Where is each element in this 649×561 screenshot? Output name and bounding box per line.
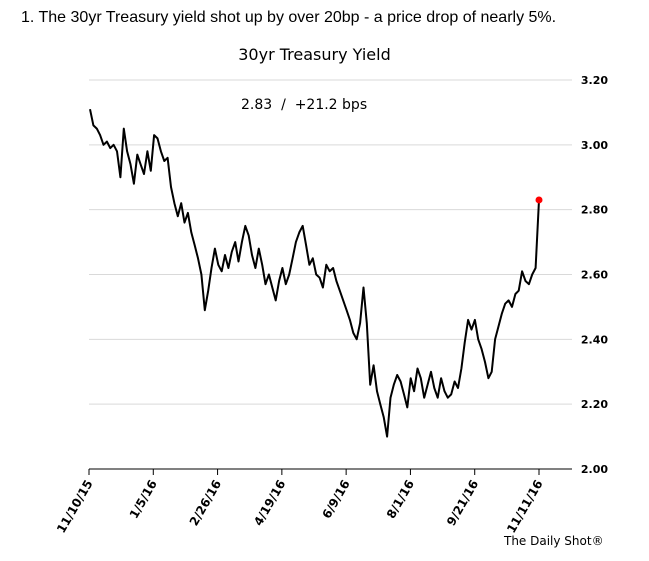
credit-label: The Daily Shot® [504,534,604,548]
x-tick-label: 8/1/16 [384,478,417,522]
y-tick-label: 3.00 [581,139,608,152]
yield-annotation: 2.83 / +21.2 bps [241,97,368,113]
headline: 1. The 30yr Treasury yield shot up by ov… [21,9,557,26]
x-tick-label: 11/10/15 [54,478,96,536]
y-tick-label: 2.80 [581,204,608,217]
x-tick-label: 4/19/16 [251,478,288,529]
y-tick-label: 2.40 [581,333,608,346]
y-tick-label: 2.20 [581,398,608,411]
x-tick-label: 9/21/16 [444,478,481,529]
last-point-marker [535,196,543,204]
y-tick-label: 2.00 [581,463,608,476]
x-tick-label: 2/26/16 [187,478,224,529]
yield-line [89,108,540,438]
x-tick-label: 11/11/16 [504,478,546,536]
chart-title: 30yr Treasury Yield [238,45,391,64]
y-tick-label: 3.20 [581,74,608,87]
y-tick-label: 2.60 [581,269,608,282]
x-tick-label: 6/9/16 [320,478,353,522]
x-tick-label: 1/5/16 [127,478,160,522]
